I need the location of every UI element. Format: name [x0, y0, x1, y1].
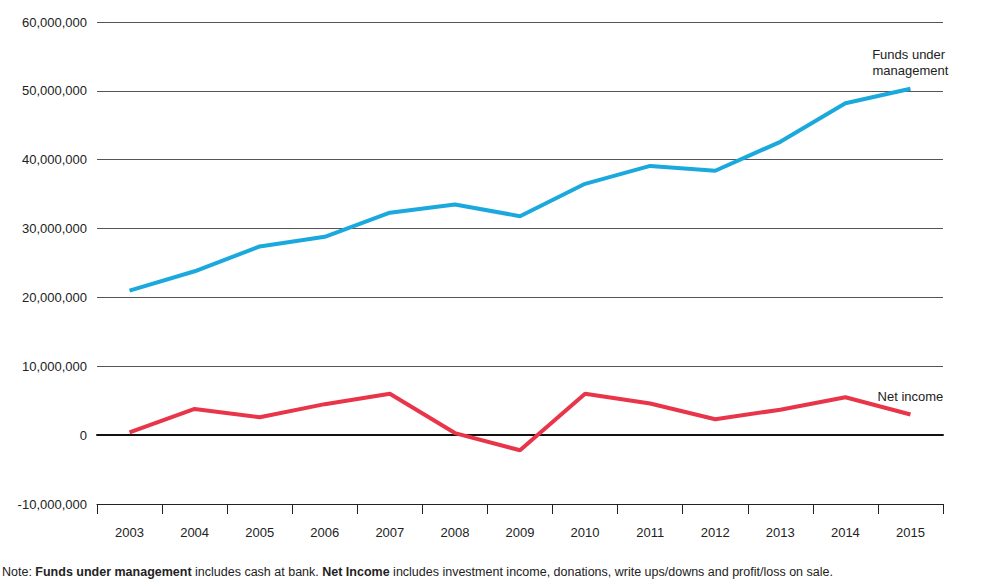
svg-text:2015: 2015	[896, 525, 925, 540]
svg-text:2010: 2010	[571, 525, 600, 540]
svg-text:includes cash at bank.: includes cash at bank.	[192, 565, 323, 579]
svg-text:Net income: Net income	[878, 389, 944, 404]
svg-text:60,000,000: 60,000,000	[22, 15, 87, 30]
svg-text:2009: 2009	[506, 525, 535, 540]
svg-text:-10,000,000: -10,000,000	[18, 497, 87, 512]
svg-text:Funds under management: Funds under management	[35, 565, 192, 579]
svg-text:2011: 2011	[636, 525, 664, 540]
svg-text:2012: 2012	[701, 525, 730, 540]
svg-text:Funds under: Funds under	[872, 47, 949, 62]
svg-text:2003: 2003	[115, 525, 144, 540]
svg-text:2006: 2006	[310, 525, 339, 540]
svg-text:0: 0	[80, 428, 87, 443]
svg-text:20,000,000: 20,000,000	[22, 290, 87, 305]
svg-text:2004: 2004	[180, 525, 209, 540]
svg-text:2008: 2008	[440, 525, 469, 540]
svg-text:2005: 2005	[245, 525, 274, 540]
svg-text:30,000,000: 30,000,000	[22, 221, 87, 236]
svg-text:Net Income: Net Income	[322, 565, 389, 579]
svg-text:Note:: Note:	[2, 565, 35, 579]
svg-text:50,000,000: 50,000,000	[22, 83, 87, 98]
svg-text:includes investment income, do: includes investment income, donations, w…	[390, 565, 833, 579]
svg-text:10,000,000: 10,000,000	[22, 359, 87, 374]
svg-text:2013: 2013	[766, 525, 795, 540]
svg-text:2007: 2007	[375, 525, 404, 540]
svg-text:2014: 2014	[831, 525, 860, 540]
svg-text:40,000,000: 40,000,000	[22, 152, 87, 167]
svg-text:management: management	[873, 63, 949, 78]
